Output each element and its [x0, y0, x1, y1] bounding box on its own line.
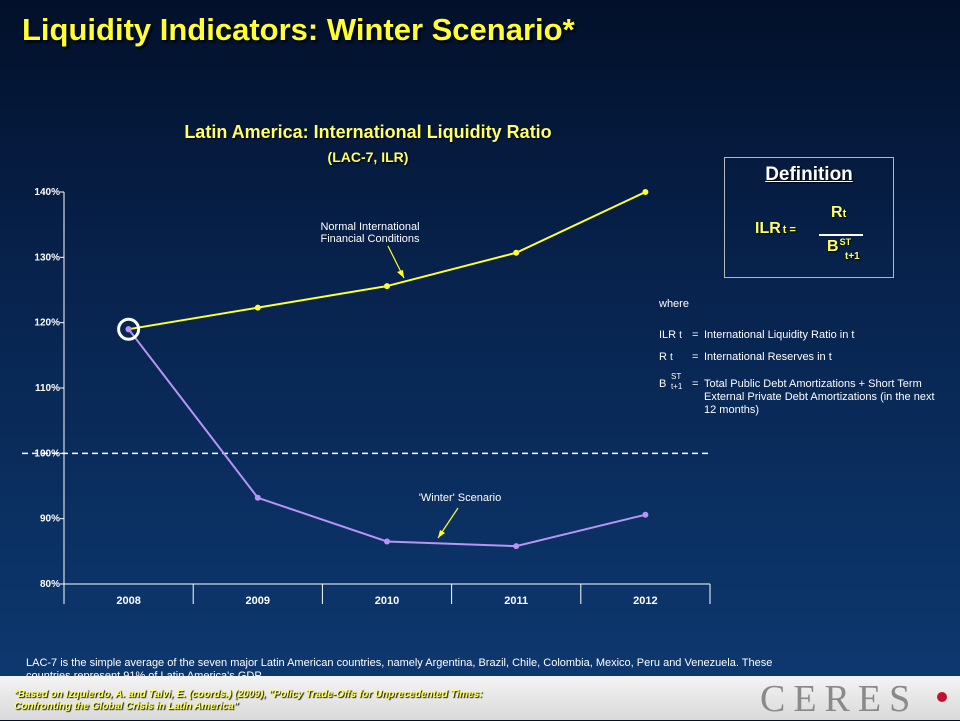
formula-den-sub: t+1: [845, 251, 860, 262]
data-point-1-2: [384, 538, 390, 545]
formula-lhs-symbol: ILR: [755, 220, 781, 237]
y-tick-label: 110%: [35, 383, 60, 394]
definitions-where: where: [659, 298, 689, 310]
formula-den-sup: ST: [839, 237, 852, 247]
x-tick-label: 2011: [504, 595, 528, 607]
formula-denominator: BST t+1: [827, 237, 860, 262]
x-tick-label: 2009: [246, 595, 270, 607]
definition-box: Definition ILR t = Rt BST t+1: [724, 157, 894, 278]
def-text: Total Public Debt Amortizations + Short …: [704, 378, 935, 416]
def-text: International Reserves in t: [704, 351, 832, 363]
y-tick-label: 80%: [40, 579, 60, 590]
definition-title: Definition: [765, 164, 853, 185]
fraction-line: [819, 234, 863, 236]
slide-title: Liquidity Indicators: Winter Scenario*: [22, 12, 575, 47]
y-tick-label: 130%: [34, 252, 60, 263]
y-tick-label: 120%: [34, 318, 60, 329]
formula-num-symbol: R: [831, 204, 843, 221]
y-tick-label: 90%: [40, 514, 60, 525]
annotation-normal-arrowhead: [397, 270, 404, 278]
formula-num-sub: t: [842, 208, 847, 220]
formula-lhs: ILR t =: [755, 220, 796, 238]
source-note: *Based on Izquierdo, A. and Talvi, E. (c…: [14, 689, 483, 712]
data-point-0-3: [513, 249, 520, 256]
chart-title: Latin America: International Liquidity R…: [184, 122, 552, 142]
annotation-winter-arrowhead: [438, 530, 445, 538]
data-point-1-4: [642, 511, 649, 518]
formula-lhs-sub: t =: [782, 224, 796, 236]
logo-dot: [937, 692, 947, 702]
def-symbol: B ST t+1: [659, 372, 683, 391]
def-equals: =: [692, 378, 699, 390]
def-symbol: ILR t: [659, 329, 682, 341]
x-tick-label: 2012: [633, 595, 657, 607]
formula-den-symbol: B: [827, 238, 839, 255]
def-equals: =: [692, 351, 699, 363]
data-point-0-1: [254, 304, 261, 311]
data-point-1-3: [513, 543, 520, 550]
def-text: International Liquidity Ratio in t: [704, 329, 855, 341]
x-tick-label: 2010: [375, 595, 399, 607]
series-line-0: [128, 191, 646, 331]
ceres-logo: CERES: [760, 678, 919, 720]
def-equals: =: [692, 329, 699, 341]
x-tick-label: 2008: [116, 595, 140, 607]
series-line-1: [127, 328, 646, 548]
data-point-0-4: [642, 189, 649, 195]
annotation-normal: Normal International Financial Condition…: [320, 221, 420, 245]
start-highlight-circle: [117, 317, 141, 341]
y-tick-label: 140%: [34, 187, 60, 198]
data-point-1-1: [254, 494, 261, 501]
data-point-0-2: [384, 283, 390, 290]
formula-numerator: Rt: [831, 204, 846, 222]
annotation-winter: 'Winter' Scenario: [418, 492, 502, 504]
data-point-1-0: [125, 326, 132, 333]
bottom-bar: [0, 676, 960, 720]
chart-subtitle: (LAC-7, ILR): [327, 149, 409, 165]
